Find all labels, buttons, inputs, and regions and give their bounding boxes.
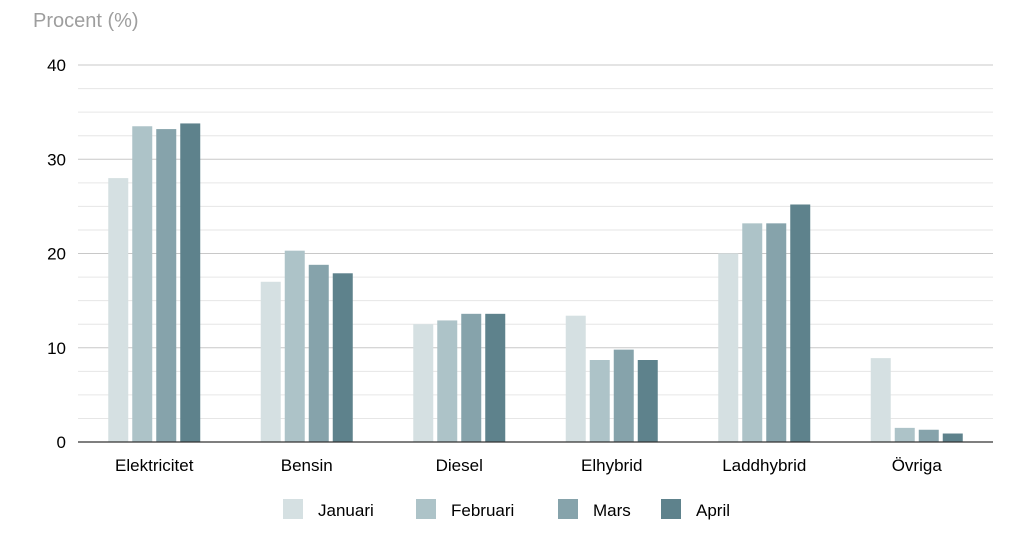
bar-mars-2 (461, 313, 482, 442)
x-category-label: Övriga (892, 456, 943, 475)
x-category-label: Bensin (281, 456, 333, 475)
bar-februari-1 (284, 250, 305, 442)
bar-februari-3 (589, 360, 610, 442)
legend-label-januari: Januari (318, 501, 374, 520)
bar-januari-2 (413, 324, 434, 442)
bar-mars-3 (613, 349, 634, 442)
bar-april-5 (942, 433, 963, 442)
y-tick-label: 10 (47, 339, 66, 358)
bar-januari-5 (870, 358, 891, 442)
x-category-label: Laddhybrid (722, 456, 806, 475)
bar-mars-5 (918, 429, 939, 442)
bar-april-0 (180, 123, 201, 442)
x-category-label: Elhybrid (581, 456, 642, 475)
bar-januari-4 (718, 253, 739, 442)
x-category-label: Elektricitet (115, 456, 194, 475)
bar-mars-4 (766, 223, 787, 442)
y-tick-label: 30 (47, 150, 66, 169)
bar-februari-2 (437, 320, 458, 442)
legend-swatch-februari (416, 499, 436, 519)
bar-januari-1 (260, 281, 281, 442)
legend-label-februari: Februari (451, 501, 514, 520)
bars (108, 123, 963, 442)
bar-april-1 (332, 273, 353, 442)
x-category-label: Diesel (436, 456, 483, 475)
legend-swatch-januari (283, 499, 303, 519)
bar-februari-5 (894, 427, 915, 442)
y-tick-label: 0 (57, 433, 66, 452)
bar-april-4 (790, 204, 811, 442)
bar-januari-0 (108, 178, 129, 442)
y-tick-label: 20 (47, 245, 66, 264)
x-axis-categories: Elektricitet Bensin Diesel Elhybrid Laddhybr… (115, 456, 942, 475)
bar-mars-1 (308, 264, 329, 442)
y-axis-ticks: 0 10 20 30 40 (47, 56, 66, 452)
legend: Januari Februari Mars April (283, 499, 730, 520)
bar-april-3 (637, 360, 658, 442)
y-axis-label: Procent (%) (33, 10, 139, 32)
bar-februari-0 (132, 126, 153, 442)
legend-swatch-mars (558, 499, 578, 519)
legend-label-april: April (696, 501, 730, 520)
legend-swatch-april (661, 499, 681, 519)
y-tick-label: 40 (47, 56, 66, 75)
bar-februari-4 (742, 223, 763, 442)
gridlines (78, 64, 993, 419)
bar-januari-3 (565, 315, 586, 442)
bar-mars-0 (156, 129, 177, 442)
legend-label-mars: Mars (593, 501, 631, 520)
bar-april-2 (485, 313, 506, 442)
